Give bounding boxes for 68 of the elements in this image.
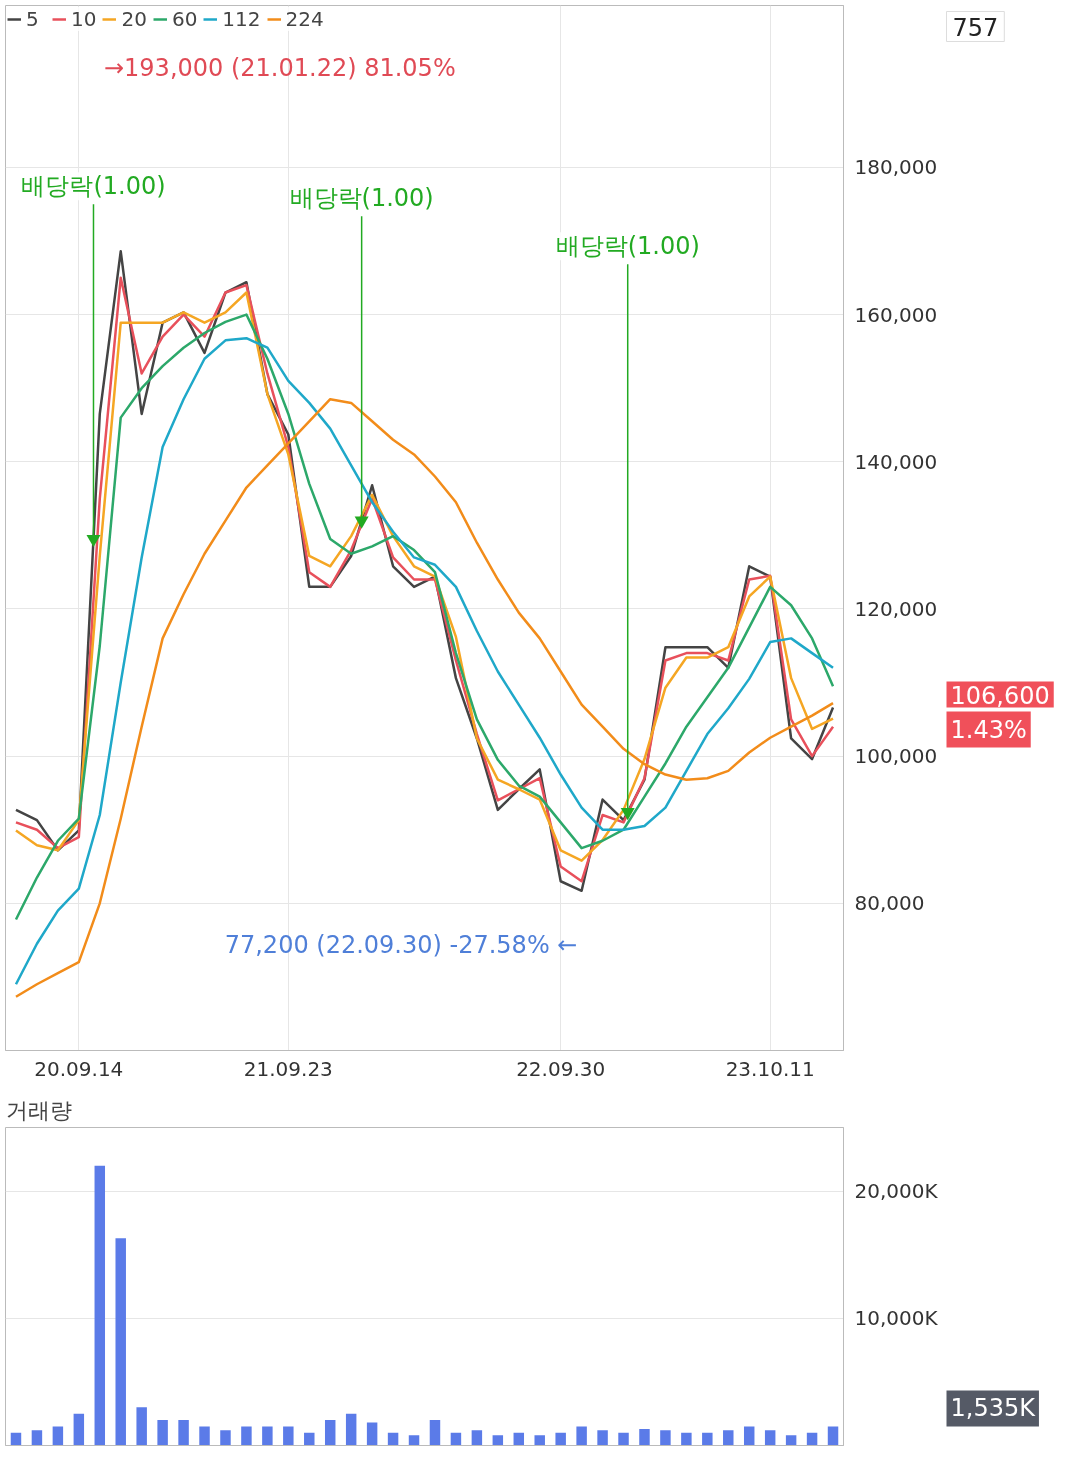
- legend-label: 224: [285, 7, 324, 31]
- bar: [471, 1430, 483, 1446]
- annotation: 배당락(1.00): [289, 184, 434, 213]
- bar: [220, 1430, 231, 1446]
- bar: [513, 1432, 525, 1446]
- y-tick-label: 160,000: [854, 302, 938, 327]
- bar: [73, 1413, 85, 1446]
- bar: [52, 1426, 64, 1446]
- x-tick-label: 20.09.14: [34, 1056, 124, 1081]
- bar: [450, 1432, 462, 1446]
- text: 106,600: [950, 681, 1050, 710]
- bar: [764, 1430, 776, 1446]
- bar: [660, 1430, 671, 1446]
- y-tick-label: 100,000: [854, 744, 938, 769]
- bar: [785, 1435, 797, 1446]
- legend-label: 112: [222, 7, 261, 31]
- y-tick-label: 120,000: [854, 596, 938, 621]
- bar: [199, 1426, 210, 1446]
- bar: [115, 1238, 126, 1446]
- bar: [555, 1432, 566, 1446]
- bar: [262, 1426, 273, 1446]
- annotation: 77,200 (22.09.30) -27.58% ←: [224, 930, 578, 959]
- y-tick-label: 140,000: [854, 449, 938, 474]
- bar: [178, 1420, 189, 1446]
- bar: [304, 1432, 315, 1446]
- bar: [283, 1426, 294, 1446]
- bar: [387, 1432, 399, 1446]
- x-tick-label: 21.09.23: [243, 1056, 333, 1081]
- bar: [534, 1435, 545, 1446]
- bar: [492, 1435, 504, 1446]
- y-tick-label: 80,000: [854, 891, 925, 916]
- bar: [94, 1165, 106, 1446]
- chart-title: 거래량: [5, 1097, 72, 1123]
- bar: [10, 1432, 22, 1446]
- legend-label: 5: [26, 7, 40, 31]
- y-tick-label: 180,000: [854, 155, 938, 180]
- annotation: 배당락(1.00): [555, 232, 700, 261]
- text: 757: [952, 13, 999, 42]
- text: 1.43%: [950, 715, 1027, 744]
- bar: [366, 1422, 378, 1446]
- bar: [241, 1426, 252, 1446]
- bar: [157, 1420, 168, 1446]
- bar: [576, 1426, 587, 1446]
- x-tick-label: 23.10.11: [725, 1056, 815, 1081]
- y-tick-label: 10,000K: [854, 1306, 939, 1331]
- text: 1,535K: [950, 1394, 1037, 1423]
- bar: [429, 1420, 441, 1446]
- bar: [723, 1430, 734, 1446]
- bar: [597, 1430, 608, 1446]
- legend-label: 20: [121, 7, 147, 31]
- bar: [806, 1432, 818, 1446]
- bar: [408, 1435, 420, 1446]
- x-tick-label: 22.09.30: [516, 1056, 606, 1081]
- y-tick-label: 20,000K: [854, 1179, 939, 1204]
- legend-label: 60: [171, 7, 198, 31]
- bar: [681, 1432, 692, 1446]
- bar: [639, 1428, 650, 1446]
- legend-label: 10: [71, 7, 97, 31]
- bar: [31, 1430, 43, 1446]
- bar: [324, 1420, 336, 1446]
- annotation: →193,000 (21.01.22) 81.05%: [103, 53, 456, 82]
- bar: [743, 1426, 755, 1446]
- bar: [827, 1426, 839, 1446]
- bar: [136, 1407, 147, 1446]
- bar: [702, 1432, 713, 1446]
- annotation: 배당락(1.00): [21, 172, 166, 201]
- bar: [618, 1432, 629, 1446]
- bar: [345, 1413, 357, 1446]
